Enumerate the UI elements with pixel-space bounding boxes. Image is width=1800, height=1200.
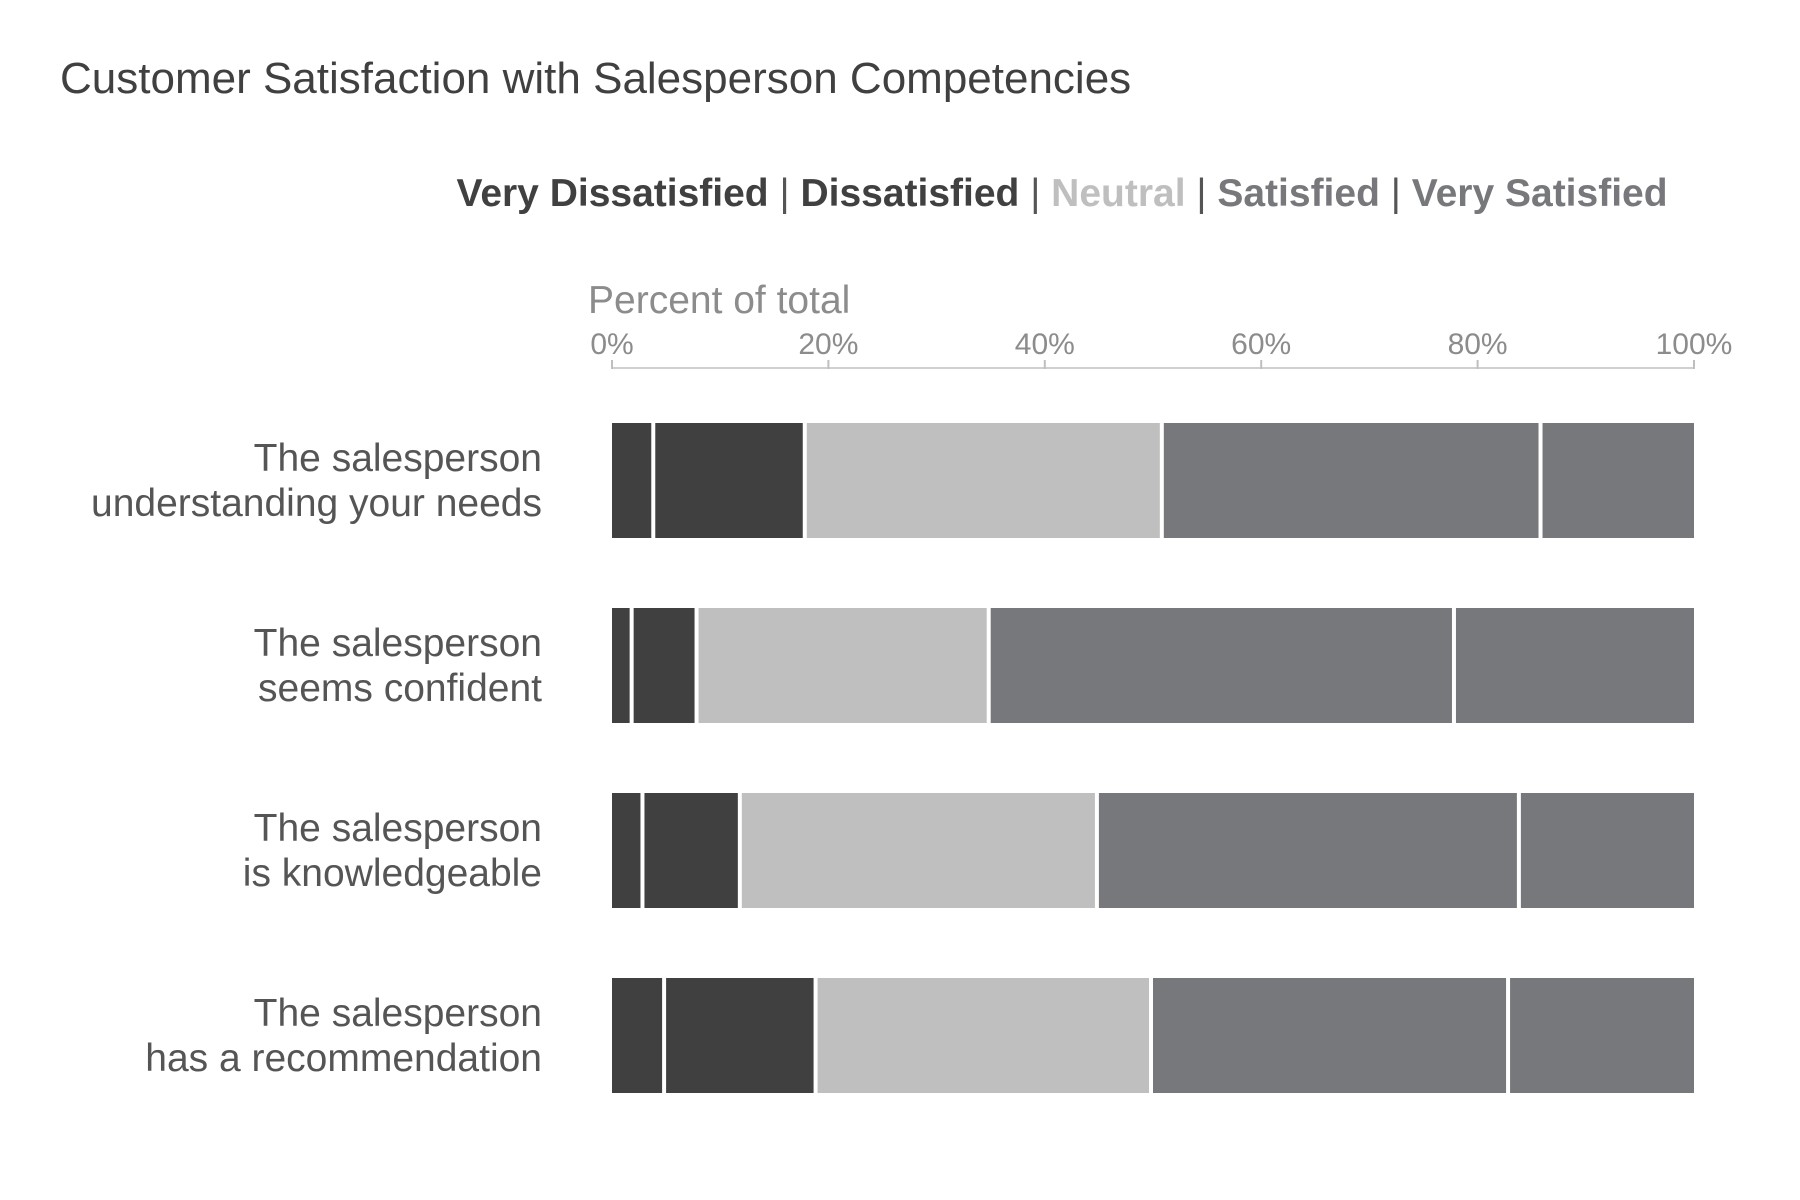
bar-segment-neutral xyxy=(806,423,1160,538)
bar-segment-very-satisfied xyxy=(1510,978,1694,1093)
legend-item-neutral: Neutral xyxy=(1051,172,1185,215)
x-tick-label: 60% xyxy=(1231,328,1291,361)
chart-title: Customer Satisfaction with Salesperson C… xyxy=(60,54,1131,103)
legend-separator: | xyxy=(1186,172,1218,215)
legend-separator: | xyxy=(769,172,801,215)
category-label-line: The salesperson xyxy=(254,807,542,850)
category-label-line: is knowledgeable xyxy=(243,852,542,895)
category-label-line: The salesperson xyxy=(254,622,542,665)
x-tick-label: 20% xyxy=(798,328,858,361)
category-label: The salesperson seems confident xyxy=(254,622,542,710)
legend-item-very-satisfied: Very Satisfied xyxy=(1412,172,1668,215)
category-label-line: seems confident xyxy=(258,667,542,710)
x-axis-ticks: 0% 20% 40% 60% 80% 100% xyxy=(590,328,1732,369)
bar-segment-very-satisfied xyxy=(1455,608,1694,723)
category-label: The salesperson is knowledgeable xyxy=(243,807,542,895)
category-label-line: The salesperson xyxy=(254,437,542,480)
category-label-line: understanding your needs xyxy=(91,482,542,525)
bar-segment-very-dissatisfied xyxy=(612,793,641,908)
bar-segment-satisfied xyxy=(1153,978,1507,1093)
category-label: The salesperson understanding your needs xyxy=(91,437,542,525)
bar-segment-neutral xyxy=(698,608,987,723)
legend-item-very-dissatisfied: Very Dissatisfied xyxy=(456,172,768,215)
x-tick-label: 0% xyxy=(590,328,633,361)
legend-item-satisfied: Satisfied xyxy=(1217,172,1380,215)
legend-separator: | xyxy=(1380,172,1412,215)
bar-segment-satisfied xyxy=(990,608,1452,723)
x-tick-label: 80% xyxy=(1448,328,1508,361)
bar-segment-satisfied xyxy=(1163,423,1539,538)
bar-segment-dissatisfied xyxy=(666,978,814,1093)
bar-segment-neutral xyxy=(817,978,1149,1093)
bar-segment-very-dissatisfied xyxy=(612,423,652,538)
bar-segment-dissatisfied xyxy=(655,423,803,538)
legend: Very Dissatisfied | Dissatisfied | Neutr… xyxy=(456,172,1667,215)
bar-segment-dissatisfied xyxy=(633,608,695,723)
x-axis-title: Percent of total xyxy=(588,279,850,322)
bar-segment-very-satisfied xyxy=(1542,423,1694,538)
bar-segment-dissatisfied xyxy=(644,793,738,908)
x-tick-label: 100% xyxy=(1656,328,1733,361)
category-label-line: The salesperson xyxy=(254,992,542,1035)
bar-segment-very-dissatisfied xyxy=(612,608,630,723)
category-label-line: has a recommendation xyxy=(145,1037,542,1080)
bar-segment-very-satisfied xyxy=(1520,793,1694,908)
bar-segment-neutral xyxy=(741,793,1095,908)
x-tick-label: 40% xyxy=(1015,328,1075,361)
bar-segment-very-dissatisfied xyxy=(612,978,663,1093)
category-labels: The salesperson understanding your needsT… xyxy=(91,437,542,1080)
legend-separator: | xyxy=(1019,172,1051,215)
bars xyxy=(612,423,1694,1093)
legend-item-dissatisfied: Dissatisfied xyxy=(800,172,1019,215)
category-label: The salesperson has a recommendation xyxy=(145,992,542,1080)
bar-segment-satisfied xyxy=(1098,793,1517,908)
